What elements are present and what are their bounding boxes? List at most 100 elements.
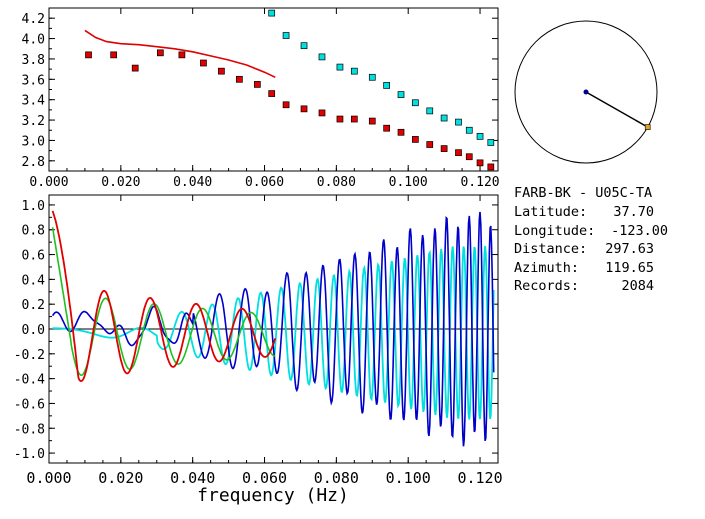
red-data-point xyxy=(412,136,419,143)
latitude-label: Latitude: xyxy=(514,204,587,220)
top-ytick-label: 4.0 xyxy=(22,33,45,48)
cyan-data-point xyxy=(368,73,376,81)
bottom-ytick-label: 0.8 xyxy=(22,224,45,239)
bottom-xtick-label: 0.040 xyxy=(170,469,215,487)
cyan-data-point xyxy=(426,107,434,115)
top-ytick-label: 3.4 xyxy=(22,94,46,109)
red-data-point xyxy=(476,159,484,167)
red-data-point xyxy=(157,49,164,57)
cyan-data-point xyxy=(412,99,419,107)
top-ytick-label: 3.8 xyxy=(22,53,45,68)
cyan-data-point xyxy=(282,32,290,39)
cyan-data-point xyxy=(455,118,462,126)
cyan-data-point xyxy=(268,9,276,17)
bottom-xtick-label: 0.120 xyxy=(457,469,502,487)
red-data-point xyxy=(131,64,139,72)
top-xtick-label: 0.020 xyxy=(101,175,140,190)
bottom-xtick-label: 0.100 xyxy=(386,469,431,487)
compass-center-dot xyxy=(583,89,589,95)
bottom-xtick-label: 0.000 xyxy=(26,469,71,487)
red-data-point xyxy=(336,115,344,123)
cyan-data-point xyxy=(318,53,326,61)
top-xtick-label: 0.040 xyxy=(173,175,212,190)
station-pair-title: FARB-BK - U05C-TA xyxy=(514,185,652,201)
bottom-ytick-label: -0.4 xyxy=(14,373,45,388)
top-xtick-label: 0.000 xyxy=(29,175,68,190)
bottom-ytick-label: 0.0 xyxy=(22,323,45,338)
bottom-ytick-label: -1.0 xyxy=(14,447,45,462)
compass-circle xyxy=(514,20,658,164)
longitude-label: Longitude: xyxy=(514,223,595,239)
top-ytick-label: 2.8 xyxy=(22,155,45,170)
bottom-ytick-label: -0.8 xyxy=(14,422,45,437)
red-data-point xyxy=(236,75,243,83)
top-ytick-label: 3.0 xyxy=(22,134,45,149)
red-data-point xyxy=(178,51,186,59)
red-data-point xyxy=(200,59,207,67)
bottom-xtick-label: 0.060 xyxy=(242,469,287,487)
azimuth-compass xyxy=(514,20,658,164)
x-axis-label: frequency (Hz) xyxy=(197,485,349,506)
red-data-point xyxy=(455,149,462,157)
distance-label: Distance: xyxy=(514,241,587,257)
red-data-point xyxy=(440,145,448,152)
bottom-ytick-label: 0.6 xyxy=(22,249,45,264)
cyan-data-point xyxy=(397,91,405,98)
red-data-point xyxy=(465,153,473,161)
model-dispersion-curve xyxy=(84,29,276,79)
bottom-chart-ticks: 1.0 0.8 0.6 0.4 0.2 0.0 -0.2 -0.4 -0.6 -0.8 -1.0 0.… xyxy=(14,195,503,487)
top-ytick-label: 4.2 xyxy=(22,12,45,27)
bottom-ytick-label: 1.0 xyxy=(22,199,45,214)
red-data-point xyxy=(110,51,118,59)
red-data-point xyxy=(85,51,92,59)
red-series-line xyxy=(51,210,277,383)
bottom-chart: 1.0 0.8 0.6 0.4 0.2 0.0 -0.2 -0.4 -0.6 -0.8 -1.0 0.… xyxy=(14,194,503,506)
cyan-data-point xyxy=(440,114,448,122)
cyan-data-point xyxy=(336,63,344,71)
compass-station-marker xyxy=(644,124,651,130)
bottom-ytick-label: 0.2 xyxy=(22,298,45,313)
red-data-point xyxy=(268,90,276,97)
records-value: 2084 xyxy=(621,278,654,294)
top-xtick-label: 0.120 xyxy=(460,175,499,190)
records-label: Records: xyxy=(514,278,579,294)
red-data-point xyxy=(253,81,261,88)
latitude-value: 37.70 xyxy=(613,204,654,220)
red-data-point xyxy=(350,115,358,123)
cyan-data-point xyxy=(465,126,473,134)
azimuth-value: 119.65 xyxy=(605,260,654,276)
top-xtick-label: 0.060 xyxy=(245,175,284,190)
cyan-data-point xyxy=(487,139,495,146)
red-data-point xyxy=(218,67,225,75)
cyan-data-point xyxy=(300,42,308,50)
bottom-xtick-label: 0.080 xyxy=(314,469,359,487)
red-data-point xyxy=(487,163,495,171)
azimuth-label: Azimuth: xyxy=(514,260,579,276)
top-chart-ticks: 4.2 4.0 3.8 3.6 3.4 3.2 3.0 2.8 0.000 0.020 0.040 0… xyxy=(22,7,500,190)
compass-azimuth-line xyxy=(585,91,649,128)
red-data-point xyxy=(397,128,405,136)
cyan-data-point xyxy=(476,133,484,140)
top-ytick-label: 3.6 xyxy=(22,73,45,88)
top-ytick-label: 3.2 xyxy=(22,114,45,129)
bottom-ytick-label: -0.6 xyxy=(14,397,45,412)
longitude-value: -123.00 xyxy=(611,223,668,239)
top-chart-marks xyxy=(84,9,495,171)
bottom-xtick-label: 0.020 xyxy=(98,469,143,487)
top-xtick-label: 0.100 xyxy=(389,175,428,190)
top-chart: 4.2 4.0 3.8 3.6 3.4 3.2 3.0 2.8 0.000 0.020 0.040 0… xyxy=(22,7,500,190)
bottom-chart-marks xyxy=(49,210,498,447)
cyan-data-point xyxy=(350,67,358,75)
bottom-ytick-label: 0.4 xyxy=(22,273,46,288)
red-data-point xyxy=(368,117,376,125)
red-data-point xyxy=(300,105,308,113)
red-data-point xyxy=(318,109,326,117)
top-xtick-label: 0.080 xyxy=(317,175,356,190)
cyan-data-point xyxy=(383,82,390,89)
distance-value: 297.63 xyxy=(605,241,654,257)
red-data-point xyxy=(426,141,434,148)
bottom-ytick-label: -0.2 xyxy=(14,348,45,363)
red-data-point xyxy=(383,124,390,132)
red-data-point xyxy=(282,101,290,109)
